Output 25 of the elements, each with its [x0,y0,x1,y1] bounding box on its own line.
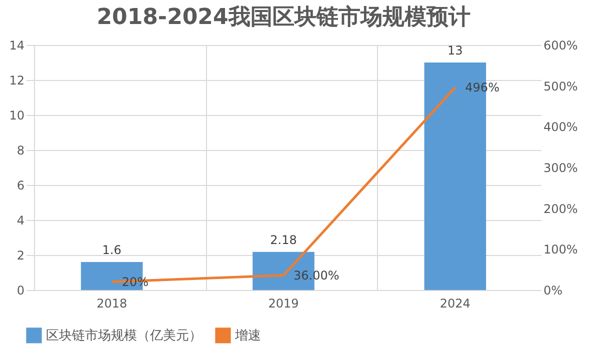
y2-tick-label: 0% [544,284,563,298]
y2-tick-label: 100% [544,242,578,257]
legend-label: 增速 [234,328,261,344]
y2-tick-label: 500% [544,79,578,94]
y-tick-label: 14 [9,38,24,52]
x-tick-label: 2018 [96,296,128,310]
y-tick-label: 6 [16,178,24,192]
y-tick-label: 4 [16,214,24,228]
y2-tick-label: 300% [544,161,578,175]
y-tick-label: 2 [16,248,24,262]
chart-title: 2018-2024我国区块链市场规模预计 [96,4,470,30]
x-tick-label: 2019 [268,296,299,310]
y2-tick-label: 200% [544,202,578,216]
x-tick-label: 2024 [440,296,470,310]
data-label: 13 [448,44,463,58]
data-label: 1.6 [102,243,122,257]
y-tick-label: 8 [16,144,24,158]
legend-label: 区块链市场规模（亿美元） [46,327,202,344]
y-tick-label: 0 [16,284,24,298]
data-label: 20% [122,274,149,289]
y-tick-label: 12 [9,74,24,88]
y2-tick-label: 400% [544,120,578,134]
y-tick-label: 10 [9,108,24,122]
y2-tick-label: 600% [544,38,578,52]
data-label: 2.18 [270,232,297,247]
